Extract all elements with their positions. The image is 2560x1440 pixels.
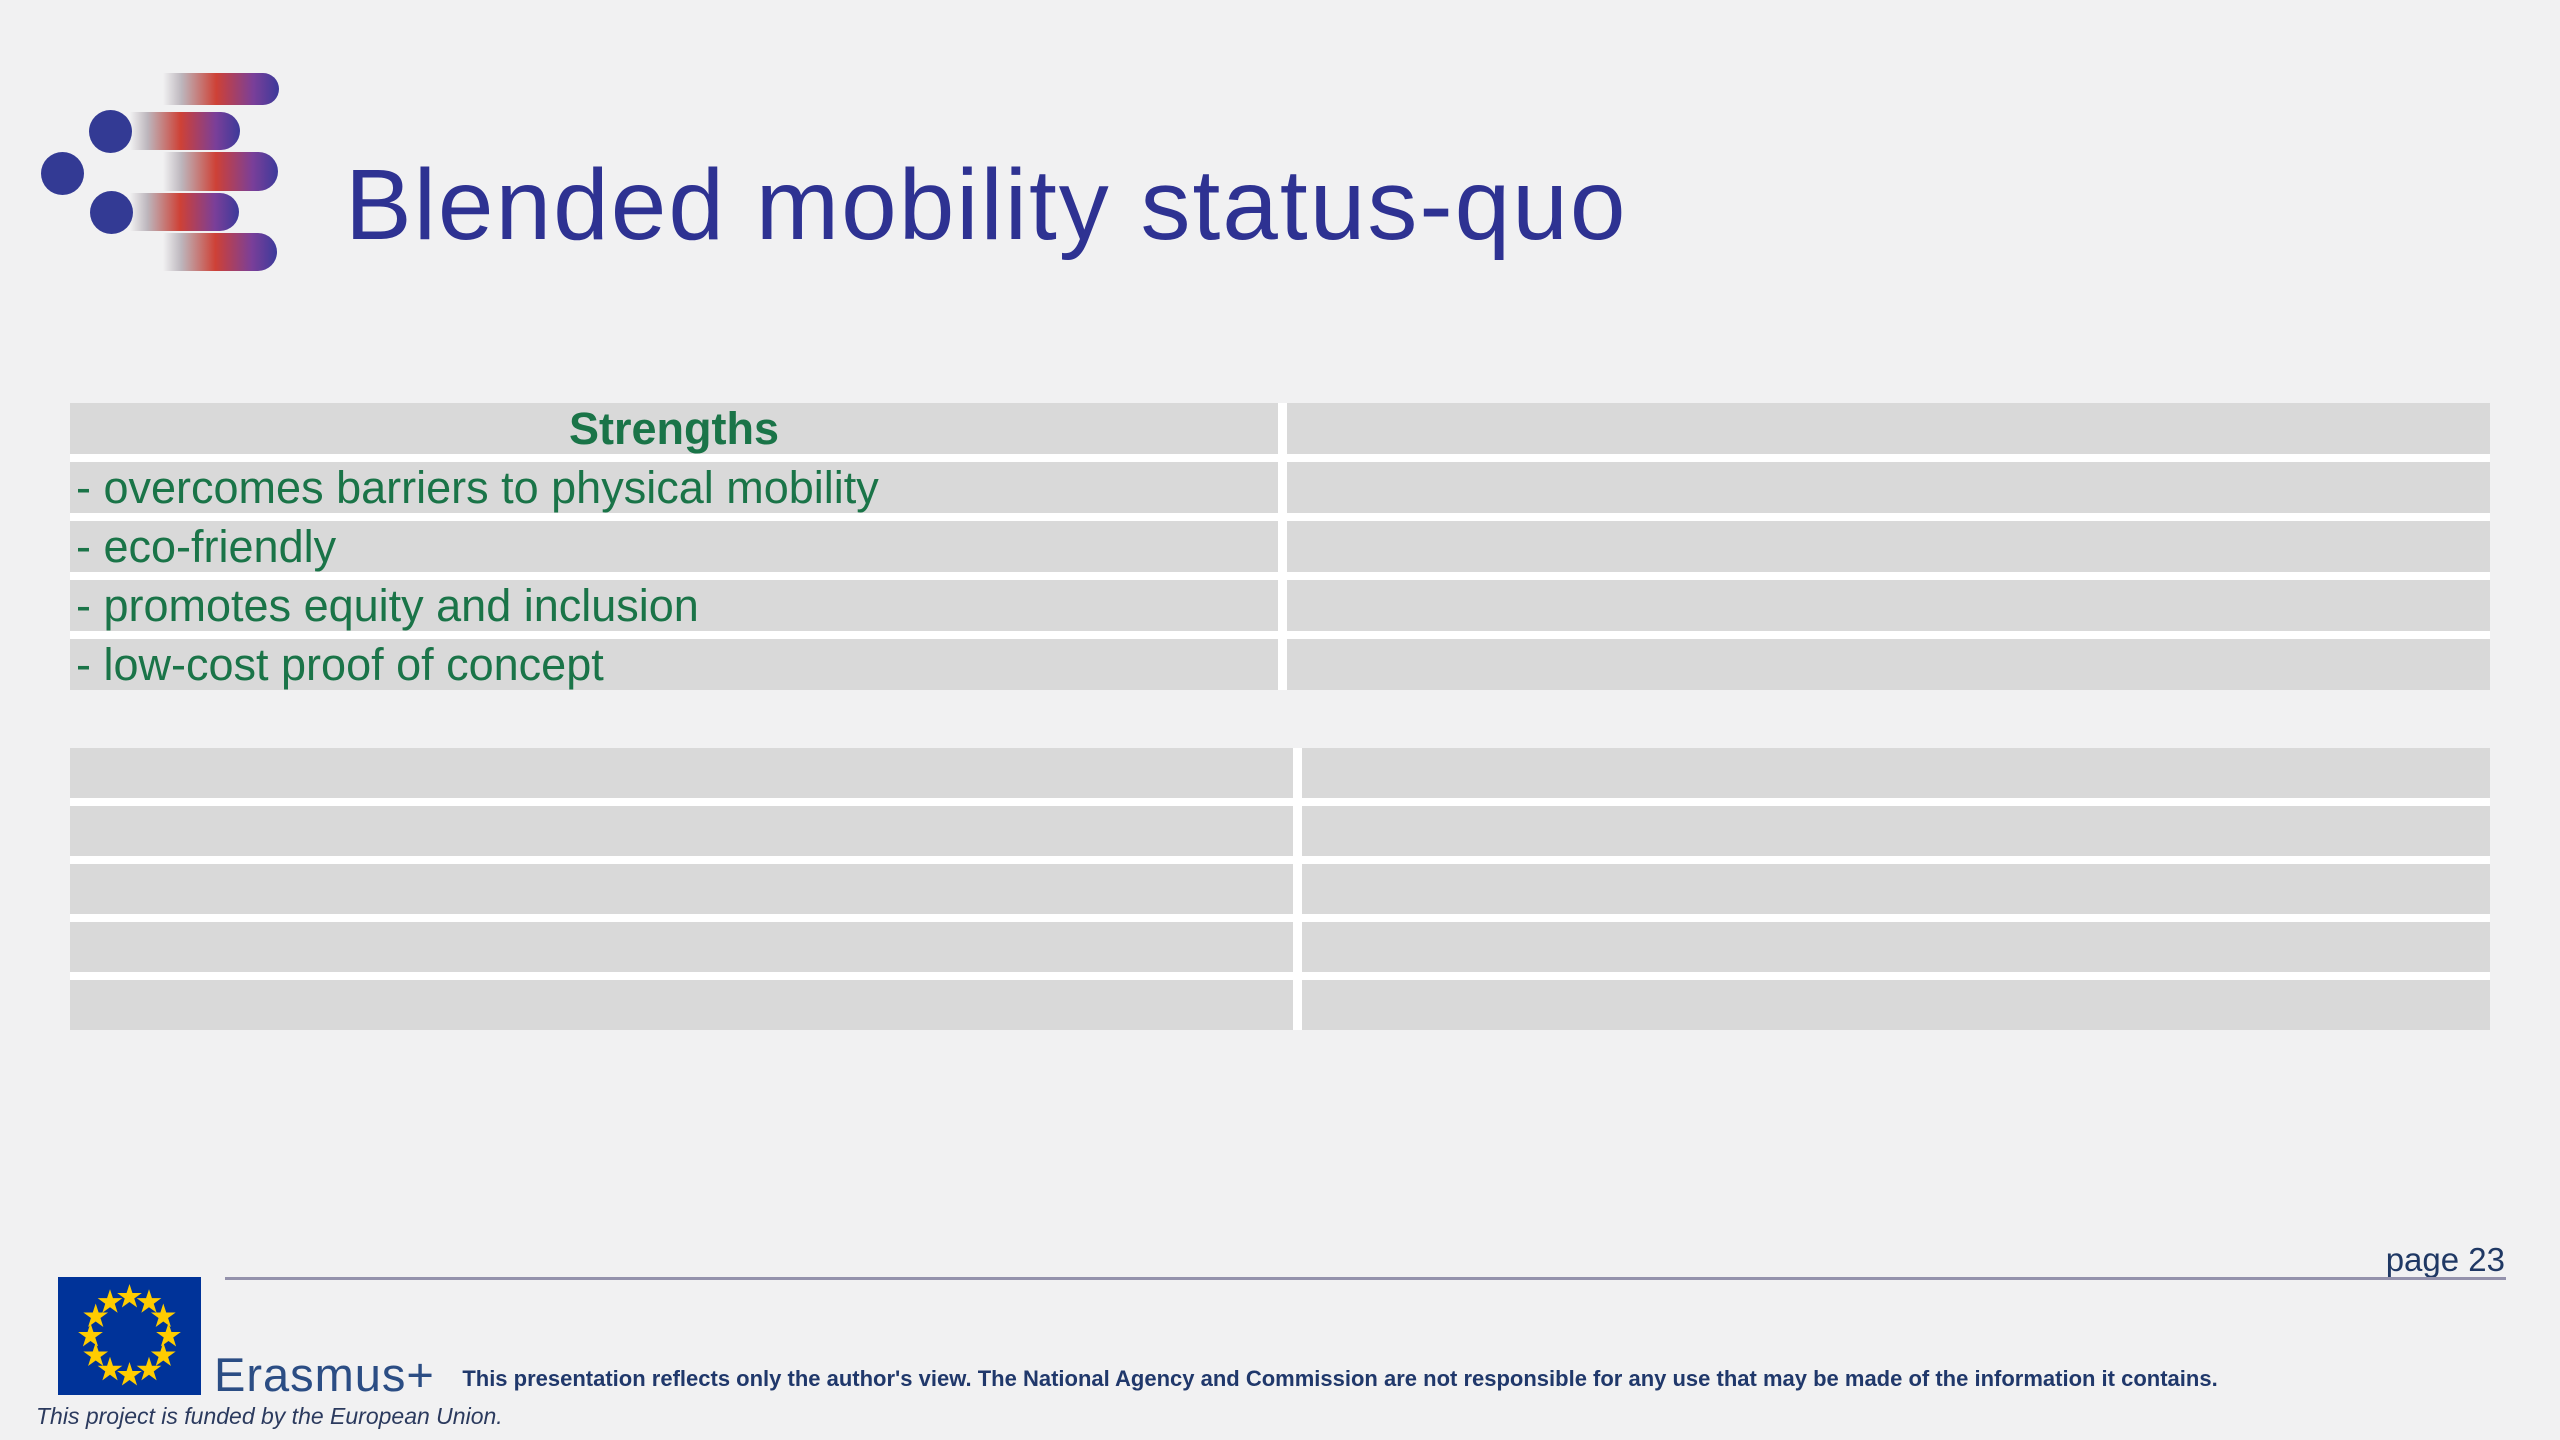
empty-table: [70, 748, 2490, 1030]
empty-cell: [70, 922, 1293, 972]
disclaimer-text: This presentation reflects only the auth…: [462, 1366, 2218, 1391]
project-logo: [0, 0, 310, 300]
empty-cell: [1287, 403, 2490, 454]
logo-bar-icon: [163, 233, 277, 271]
erasmus-plus-label: Erasmus+: [214, 1348, 435, 1401]
footer-divider: [225, 1277, 2506, 1280]
empty-cell: [70, 980, 1293, 1030]
strengths-table: Strengths - overcomes barriers to physic…: [70, 403, 2490, 690]
slide-title: Blended mobility status-quo: [345, 149, 1628, 261]
empty-cell: [70, 748, 1293, 798]
table-row: - promotes equity and inclusion: [70, 580, 2490, 631]
logo-dot-icon: [41, 152, 84, 195]
empty-cell: [70, 864, 1293, 914]
table-row: [70, 980, 2490, 1030]
logo-dot-icon: [89, 110, 132, 153]
empty-cell: [1302, 806, 2490, 856]
empty-cell: [70, 806, 1293, 856]
table-row: - overcomes barriers to physical mobilit…: [70, 462, 2490, 513]
strength-item: - promotes equity and inclusion: [70, 580, 1278, 631]
table-row: - low-cost proof of concept: [70, 639, 2490, 690]
strength-item: - low-cost proof of concept: [70, 639, 1278, 690]
funded-note: This project is funded by the European U…: [36, 1403, 503, 1429]
table-row: [70, 864, 2490, 914]
strengths-header-cell: Strengths: [70, 403, 1278, 454]
logo-dot-icon: [90, 191, 133, 234]
logo-bar-icon: [130, 112, 240, 150]
empty-cell: [1287, 462, 2490, 513]
empty-cell: [1302, 748, 2490, 798]
logo-bar-icon: [163, 73, 279, 105]
eu-flag-icon: [58, 1277, 201, 1395]
strength-item: - overcomes barriers to physical mobilit…: [70, 462, 1278, 513]
empty-cell: [1302, 980, 2490, 1030]
empty-cell: [1287, 521, 2490, 572]
table-header-row: Strengths: [70, 403, 2490, 454]
logo-bar-icon: [163, 152, 278, 191]
table-row: [70, 806, 2490, 856]
empty-cell: [1302, 922, 2490, 972]
empty-cell: [1287, 580, 2490, 631]
table-row: - eco-friendly: [70, 521, 2490, 572]
empty-cell: [1302, 864, 2490, 914]
empty-cell: [1287, 639, 2490, 690]
table-row: [70, 748, 2490, 798]
table-row: [70, 922, 2490, 972]
page-number: page 23: [2385, 1241, 2505, 1278]
logo-bar-icon: [130, 193, 239, 231]
strength-item: - eco-friendly: [70, 521, 1278, 572]
